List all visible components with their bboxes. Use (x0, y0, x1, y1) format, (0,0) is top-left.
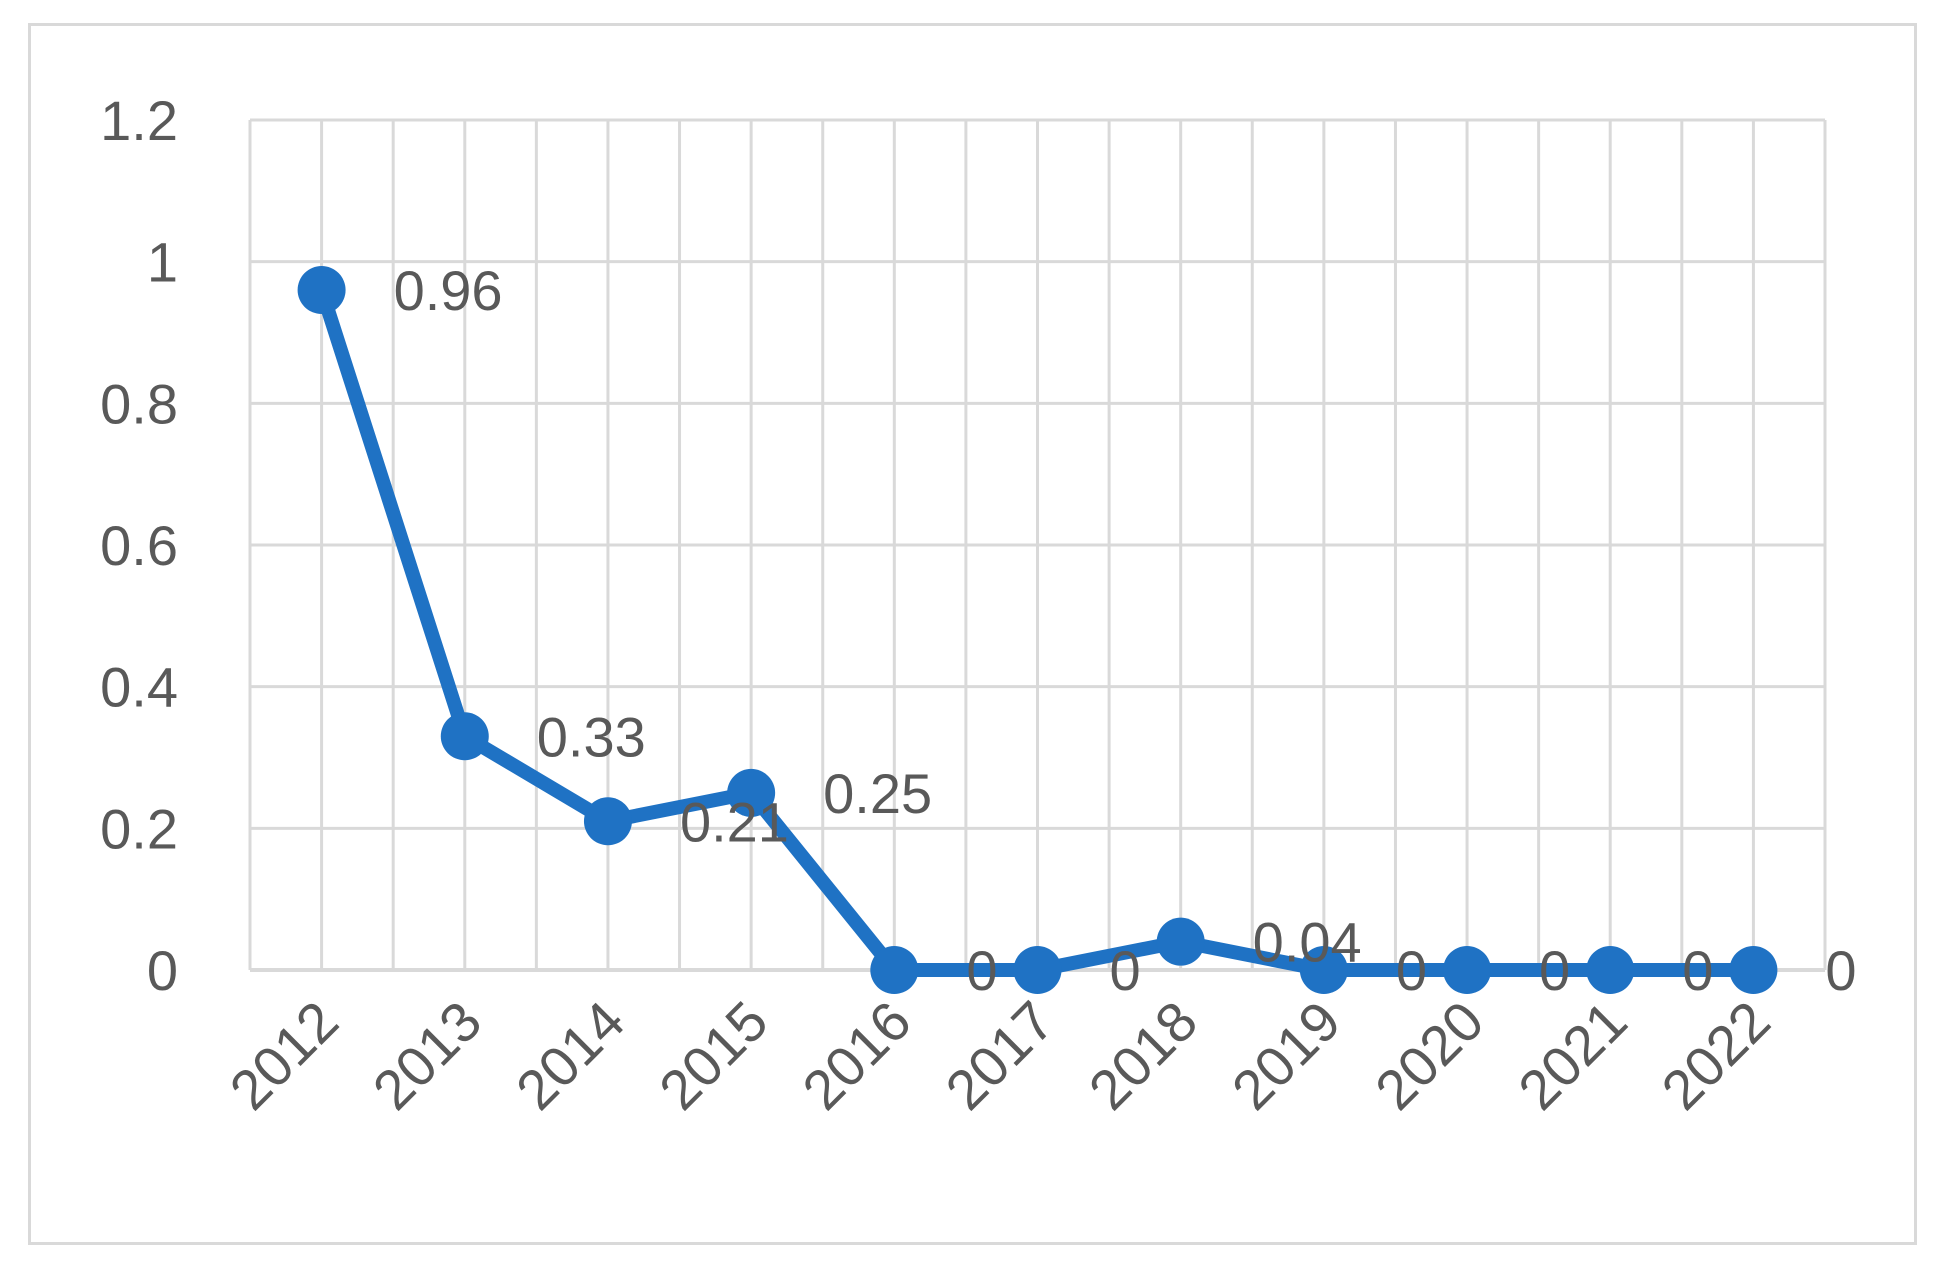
data-point (1299, 946, 1348, 994)
data-labels: 0.96 0.33 0.21 0.25 0 0 0.04 0 0 0 0 (394, 259, 1857, 1002)
data-label: 0.33 (537, 705, 646, 768)
data-point (1586, 946, 1635, 994)
data-label: 0 (1396, 939, 1427, 1002)
data-point (583, 797, 632, 846)
x-tick-label: 2015 (647, 989, 780, 1122)
x-tick-label: 2016 (790, 989, 923, 1122)
y-tick-label: 0.6 (100, 514, 178, 577)
x-tick-label: 2017 (933, 989, 1066, 1122)
y-tick-label: 0 (147, 939, 178, 1002)
data-point (1729, 946, 1778, 994)
data-point (1013, 946, 1062, 994)
y-tick-label: 1.2 (100, 89, 178, 152)
data-point (440, 712, 489, 761)
y-tick-label: 0.4 (100, 656, 178, 719)
y-tick-label: 1 (147, 231, 178, 294)
data-points (297, 266, 1778, 994)
data-label: 0 (1825, 939, 1856, 1002)
y-tick-label: 0.2 (100, 797, 178, 860)
data-point (727, 768, 776, 817)
data-point (297, 266, 346, 314)
data-label: 0.96 (394, 259, 503, 322)
chart-frame (28, 23, 1917, 1245)
x-tick-label: 2019 (1220, 989, 1353, 1122)
gridlines (248, 118, 1827, 972)
data-label: 0 (1539, 939, 1570, 1002)
data-label: 0.25 (823, 762, 932, 825)
data-label: 0 (1110, 939, 1141, 1002)
data-label: 0 (966, 939, 997, 1002)
x-tick-label: 2022 (1649, 989, 1782, 1122)
data-point (870, 946, 919, 994)
x-tick-label: 2020 (1363, 989, 1496, 1122)
x-axis-ticks: 2012 2013 2014 2015 2016 2017 2018 2019 2020 2021… (217, 989, 1781, 1122)
x-tick-label: 2013 (361, 989, 494, 1122)
x-tick-label: 2021 (1506, 989, 1639, 1122)
x-tick-label: 2018 (1077, 989, 1210, 1122)
data-point (1443, 946, 1492, 994)
y-tick-label: 0.8 (100, 372, 178, 435)
data-label: 0.04 (1253, 911, 1362, 974)
x-tick-label: 2012 (217, 989, 350, 1122)
y-axis-ticks: 0 0.2 0.4 0.6 0.8 1 1.2 (100, 89, 178, 1002)
data-label: 0.21 (680, 790, 789, 853)
x-tick-label: 2014 (504, 989, 637, 1122)
data-label: 0 (1682, 939, 1713, 1002)
data-point (1156, 917, 1205, 966)
